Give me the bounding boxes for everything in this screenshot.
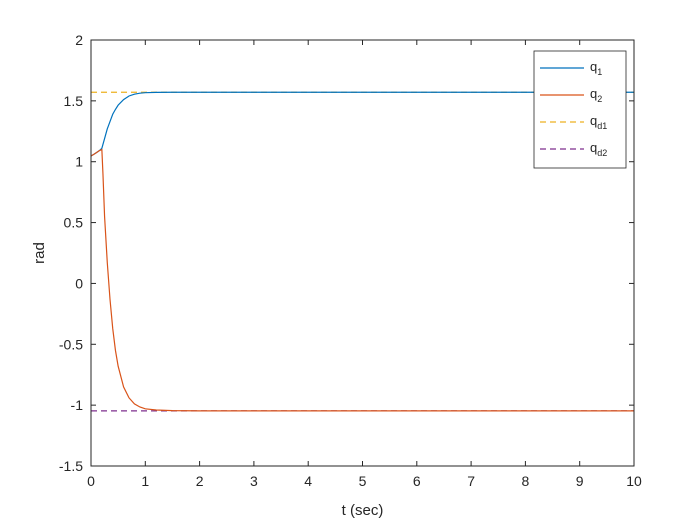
x-tick-label: 9 (576, 473, 584, 489)
x-tick-label: 7 (467, 473, 475, 489)
y-tick-label: -0.5 (59, 336, 83, 352)
y-tick-label: 2 (75, 32, 83, 48)
x-tick-label: 1 (141, 473, 149, 489)
legend-label-subscript: 2 (597, 94, 602, 104)
x-axis-label: t (sec) (342, 502, 384, 519)
y-tick-label: 0 (75, 275, 83, 291)
x-tick-label: 2 (196, 473, 204, 489)
ticks-layer: 0 1 2 3 4 5 6 7 8 9 10 -1.5 -1 -0.5 0 0.5 1 1.5 2 (59, 32, 642, 489)
x-tick-label: 8 (522, 473, 530, 489)
legend-label-subscript: d1 (597, 121, 607, 131)
x-tick-label: 5 (359, 473, 367, 489)
x-tick-label: 6 (413, 473, 421, 489)
legend-label-subscript: d2 (597, 148, 607, 158)
x-tick-label: 4 (304, 473, 312, 489)
y-tick-label: -1 (71, 397, 84, 413)
x-tick-label: 0 (87, 473, 95, 489)
y-tick-label: 1 (75, 154, 83, 170)
series-line-q2 (90, 148, 634, 412)
legend-label-subscript: 1 (597, 67, 602, 77)
x-tick-label: 10 (626, 473, 642, 489)
y-tick-label: 0.5 (64, 215, 84, 231)
y-tick-label: -1.5 (59, 458, 83, 474)
x-tick-label: 3 (250, 473, 258, 489)
y-axis-label: rad (31, 242, 48, 264)
y-tick-label: 1.5 (64, 93, 84, 109)
